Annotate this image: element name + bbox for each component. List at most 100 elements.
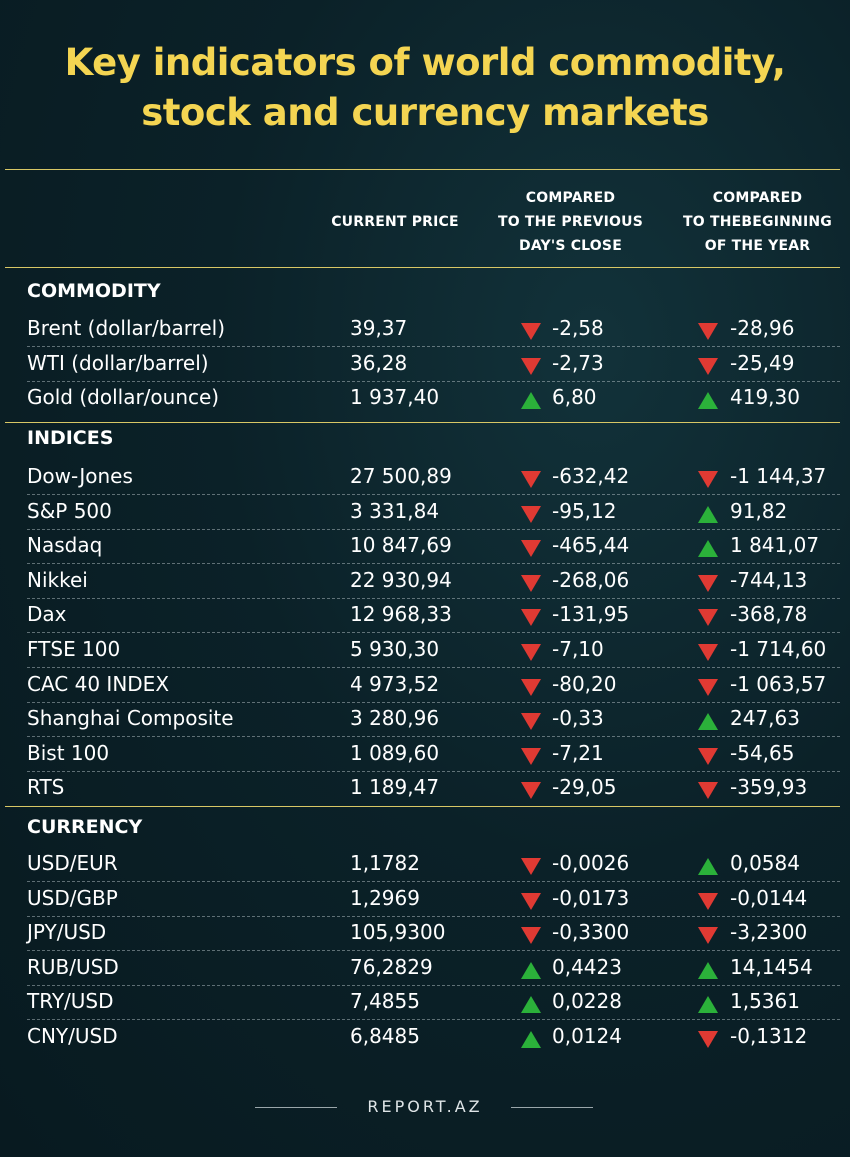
table-row: Nasdaq 10 847,69 -465,44 1 841,07 bbox=[27, 530, 840, 565]
table-row: USD/GBP 1,2969 -0,0173 -0,0144 bbox=[27, 883, 840, 917]
change-prev-close: 6,80 bbox=[552, 385, 597, 410]
table-row: Bist 100 1 089,60 -7,21 -54,65 bbox=[27, 738, 840, 772]
row-separator bbox=[27, 563, 840, 565]
change-prev-close: -0,0026 bbox=[552, 851, 630, 875]
section-heading: CURRENCY bbox=[27, 816, 143, 838]
table-row: Gold (dollar/ounce) 1 937,40 6,80 419,30 bbox=[27, 382, 840, 416]
header-year-begin-line1: COMPARED bbox=[712, 190, 803, 206]
header-divider bbox=[5, 267, 840, 268]
change-year-begin: 247,63 bbox=[730, 706, 800, 731]
change-year-begin: 14,1454 bbox=[730, 954, 813, 979]
header-year-begin-line2: TO THEBEGINNING bbox=[683, 214, 832, 230]
change-prev-close: -0,33 bbox=[552, 706, 604, 731]
change-year-begin: -0,0144 bbox=[730, 885, 808, 910]
change-year-begin: 1,5361 bbox=[730, 989, 800, 1014]
current-price: 4 973,52 bbox=[350, 671, 440, 696]
arrow-down-icon bbox=[698, 782, 718, 800]
change-prev-close: -268,06 bbox=[552, 567, 630, 592]
change-year-begin: 0,0584 bbox=[730, 851, 800, 875]
row-separator bbox=[27, 701, 840, 703]
change-prev-close: -632,42 bbox=[552, 464, 630, 488]
change-prev-close: -95,12 bbox=[552, 498, 617, 523]
instrument-name: Dax bbox=[27, 602, 67, 627]
change-year-begin: -0,1312 bbox=[730, 1024, 808, 1048]
change-prev-close: -7,21 bbox=[552, 740, 604, 765]
instrument-name: Nikkei bbox=[27, 567, 88, 592]
row-separator bbox=[27, 494, 840, 495]
change-prev-close: -0,3300 bbox=[552, 920, 630, 945]
section-divider bbox=[5, 422, 840, 423]
top-divider bbox=[5, 169, 840, 170]
arrow-down-icon bbox=[521, 540, 541, 558]
row-separator bbox=[27, 915, 840, 917]
change-prev-close: -465,44 bbox=[552, 533, 630, 558]
section-heading: COMMODITY bbox=[27, 280, 161, 302]
change-year-begin: -3,2300 bbox=[730, 920, 808, 945]
table-row: WTI (dollar/barrel) 36,28 -2,73 -25,49 bbox=[27, 348, 840, 382]
arrow-down-icon bbox=[698, 609, 718, 627]
current-price: 10 847,69 bbox=[350, 533, 452, 558]
instrument-name: TRY/USD bbox=[27, 989, 114, 1014]
row-separator bbox=[27, 380, 840, 382]
arrow-down-icon bbox=[698, 892, 718, 910]
current-price: 22 930,94 bbox=[350, 567, 452, 592]
arrow-up-icon bbox=[698, 540, 718, 558]
table-row: S&P 500 3 331,84 -95,12 91,82 bbox=[27, 496, 840, 530]
arrow-up-icon bbox=[521, 961, 541, 979]
arrow-down-icon bbox=[698, 574, 718, 592]
arrow-down-icon bbox=[521, 471, 541, 488]
arrow-down-icon bbox=[521, 713, 541, 731]
row-separator bbox=[27, 528, 840, 530]
row-separator bbox=[27, 881, 840, 882]
instrument-name: S&P 500 bbox=[27, 498, 112, 523]
header-prev-close-line2: TO THE PREVIOUS bbox=[497, 214, 644, 230]
change-year-begin: -744,13 bbox=[730, 567, 808, 592]
table-row: JPY/USD 105,9300 -0,3300 -3,2300 bbox=[27, 917, 840, 952]
current-price: 27 500,89 bbox=[350, 464, 452, 488]
arrow-down-icon bbox=[521, 782, 541, 800]
current-price: 36,28 bbox=[350, 350, 408, 375]
change-year-begin: -359,93 bbox=[730, 775, 808, 800]
arrow-down-icon bbox=[521, 678, 541, 696]
instrument-name: JPY/USD bbox=[27, 920, 107, 945]
instrument-name: Dow-Jones bbox=[27, 464, 133, 488]
change-year-begin: -28,96 bbox=[730, 316, 795, 340]
instrument-name: Nasdaq bbox=[27, 533, 103, 558]
arrow-down-icon bbox=[521, 858, 541, 875]
arrow-down-icon bbox=[521, 505, 541, 523]
change-prev-close: -2,58 bbox=[552, 316, 604, 340]
instrument-name: Gold (dollar/ounce) bbox=[27, 385, 220, 410]
instrument-name: Bist 100 bbox=[27, 740, 110, 765]
current-price: 105,9300 bbox=[350, 920, 446, 945]
change-year-begin: -25,49 bbox=[730, 350, 795, 375]
current-price: 5 930,30 bbox=[350, 637, 440, 661]
instrument-name: Shanghai Composite bbox=[27, 706, 234, 731]
footer-brand: REPORT.AZ bbox=[367, 1097, 483, 1116]
arrow-up-icon bbox=[698, 713, 718, 731]
header-prev-close-line3: DAY'S CLOSE bbox=[519, 238, 622, 254]
change-year-begin: 91,82 bbox=[730, 498, 788, 523]
change-year-begin: 419,30 bbox=[730, 385, 800, 410]
instrument-name: FTSE 100 bbox=[27, 637, 121, 661]
row-separator bbox=[27, 597, 840, 599]
table-row: USD/EUR 1,1782 -0,0026 0,0584 bbox=[27, 848, 840, 882]
change-prev-close: -80,20 bbox=[552, 671, 617, 696]
page-title: Key indicators of world commodity, stock… bbox=[64, 41, 786, 134]
current-price: 1 937,40 bbox=[350, 385, 440, 410]
change-prev-close: -131,95 bbox=[552, 602, 630, 627]
table-row: Shanghai Composite 3 280,96 -0,33 247,63 bbox=[27, 703, 840, 738]
change-year-begin: -54,65 bbox=[730, 740, 795, 765]
instrument-name: USD/EUR bbox=[27, 851, 118, 875]
table-row: TRY/USD 7,4855 0,0228 1,5361 bbox=[27, 986, 840, 1021]
arrow-down-icon bbox=[521, 644, 541, 661]
instrument-name: RTS bbox=[27, 775, 65, 800]
arrow-up-icon bbox=[521, 392, 541, 410]
current-price: 12 968,33 bbox=[350, 602, 452, 627]
table-row: Dax 12 968,33 -131,95 -368,78 bbox=[27, 599, 840, 634]
instrument-name: USD/GBP bbox=[27, 885, 118, 910]
header-prev-close-line1: COMPARED bbox=[525, 190, 616, 206]
instrument-name: CNY/USD bbox=[27, 1024, 118, 1048]
change-year-begin: -1 714,60 bbox=[730, 637, 827, 661]
arrow-up-icon bbox=[698, 505, 718, 523]
change-year-begin: 1 841,07 bbox=[730, 533, 820, 558]
